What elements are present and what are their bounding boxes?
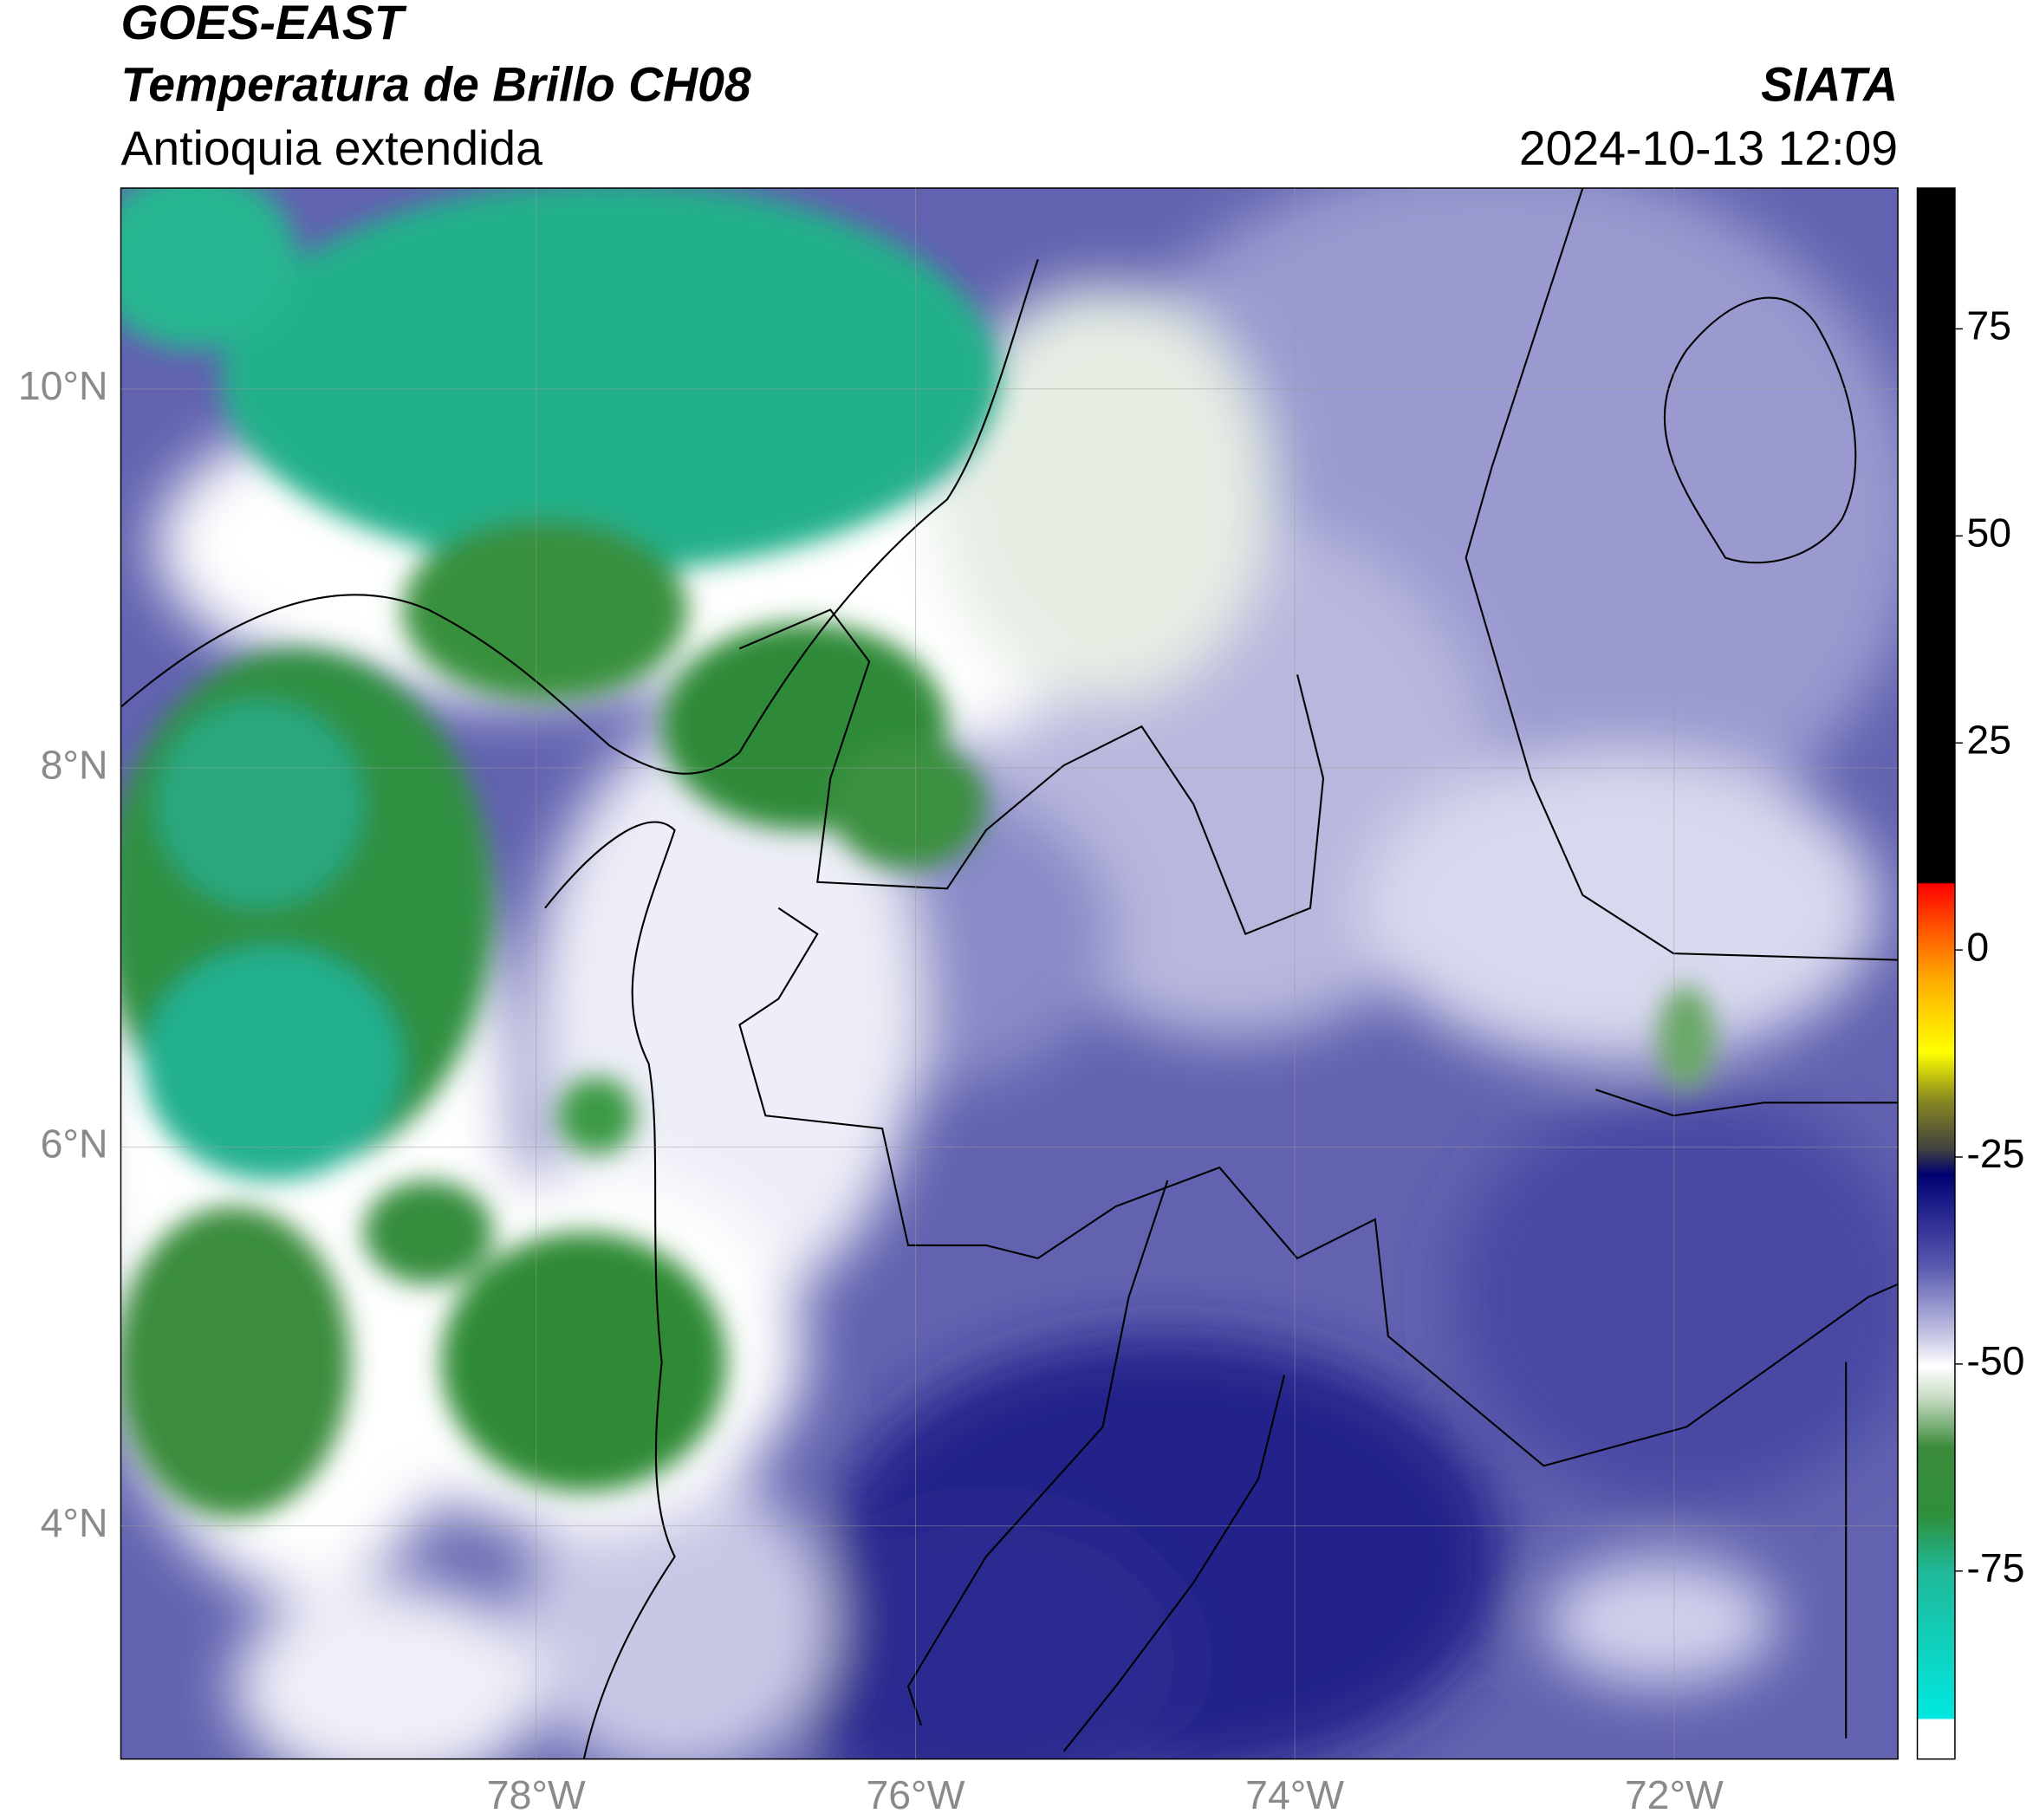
colorbar-tick-label: 50 — [1966, 510, 2011, 556]
colorbar-tick-label: -50 — [1966, 1338, 2024, 1383]
y-tick-label: 4°N — [41, 1500, 108, 1545]
map-frame — [120, 187, 1899, 1760]
colorbar-tick-label: -25 — [1966, 1131, 2024, 1176]
subtitle: Temperatura de Brillo CH08 — [120, 58, 750, 112]
y-tick-label: 10°N — [18, 363, 108, 408]
satellite-image — [120, 188, 1899, 1759]
colorbar-tick-label: 75 — [1966, 303, 2011, 348]
x-tick-label: 78°W — [487, 1772, 586, 1817]
x-tick-label: 74°W — [1245, 1772, 1344, 1817]
border — [739, 608, 1325, 936]
colorbar-tick-label: 0 — [1966, 924, 1989, 969]
title: GOES-EAST — [120, 0, 406, 49]
y-tick-label: 8°N — [41, 742, 108, 787]
borders — [120, 188, 1899, 1759]
coastline — [120, 259, 1039, 775]
colorbar-tick-label: 25 — [1966, 717, 2011, 762]
x-tick-label: 76°W — [866, 1772, 965, 1817]
border — [1595, 1089, 1899, 1117]
colorbar-tick-label: -75 — [1966, 1545, 2024, 1590]
border — [906, 1180, 1169, 1726]
coastline — [544, 821, 676, 1759]
datetime: 2024-10-13 12:09 — [1519, 121, 1898, 175]
source: SIATA — [1761, 58, 1898, 112]
border — [738, 907, 1899, 1467]
border — [1465, 188, 1899, 961]
colorbar — [1916, 187, 1956, 1760]
x-tick-label: 72°W — [1625, 1772, 1724, 1817]
border — [1062, 1375, 1286, 1752]
y-tick-label: 6°N — [41, 1121, 108, 1167]
region: Antioquia extendida — [120, 121, 542, 175]
coastline — [1663, 296, 1857, 564]
